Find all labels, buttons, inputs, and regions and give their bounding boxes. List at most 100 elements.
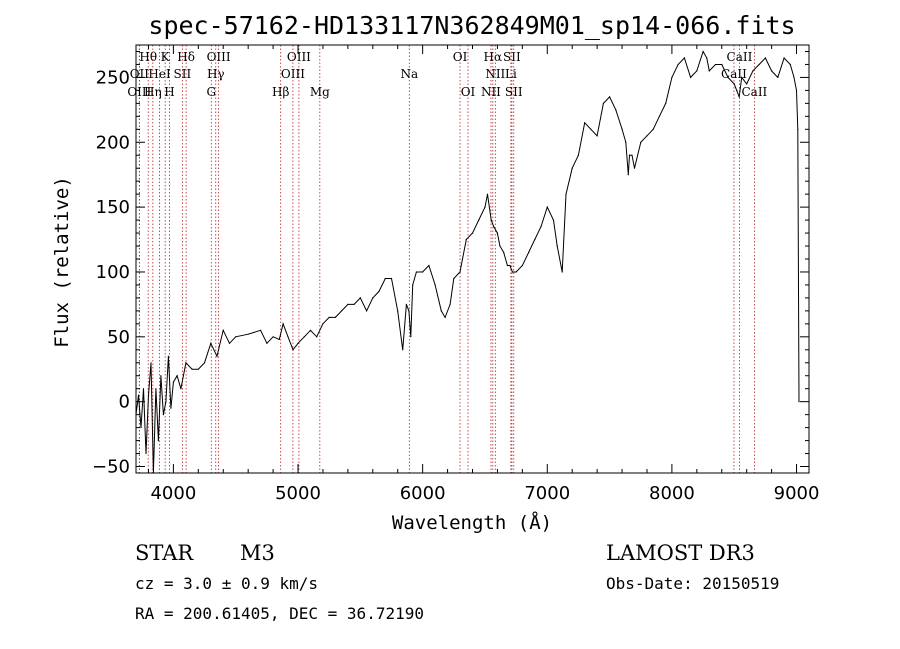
data-point-0-124 — [746, 83, 748, 85]
data-point-0-88 — [561, 271, 563, 273]
data-point-0-89 — [565, 193, 567, 195]
data-point-0-26 — [235, 336, 237, 338]
data-point-0-40 — [328, 316, 330, 318]
data-point-0-52 — [402, 349, 404, 351]
data-point-0-108 — [665, 102, 667, 104]
data-point-0-21 — [203, 362, 206, 364]
data-point-0-104 — [640, 141, 642, 143]
data-point-0-24 — [222, 329, 224, 331]
data-point-0-55 — [410, 336, 412, 338]
data-point-0-77 — [506, 264, 508, 267]
data-point-0-106 — [652, 128, 654, 130]
series-line-0 — [135, 50, 800, 474]
line-label-24: SII — [505, 85, 523, 99]
data-point-0-134 — [797, 128, 799, 130]
data-point-0-92 — [584, 122, 586, 124]
data-point-0-57 — [415, 271, 417, 273]
data-point-0-54 — [408, 310, 410, 312]
data-point-0-34 — [292, 349, 294, 351]
x-tick-label-0: 4000 — [150, 483, 196, 504]
data-point-0-36 — [303, 336, 305, 338]
line-label-19: Hα — [484, 50, 503, 64]
data-point-0-69 — [478, 219, 480, 221]
data-point-0-48 — [378, 290, 380, 292]
line-label-4: HeI — [148, 67, 171, 81]
data-point-0-29 — [266, 342, 268, 344]
line-label-13: OIII — [281, 67, 305, 81]
data-point-0-109 — [671, 76, 673, 78]
y-tick-label-2: 50 — [107, 327, 130, 348]
data-point-0-14 — [170, 407, 172, 409]
data-point-0-3 — [142, 388, 145, 390]
data-point-0-74 — [496, 232, 498, 234]
data-point-0-30 — [272, 336, 274, 338]
data-point-0-81 — [521, 264, 524, 267]
data-point-0-43 — [347, 303, 349, 305]
data-point-0-78 — [509, 264, 511, 267]
data-point-0-46 — [366, 310, 368, 312]
data-point-0-121 — [736, 89, 738, 91]
data-point-0-49 — [384, 277, 386, 280]
data-point-0-32 — [282, 323, 284, 325]
data-point-0-110 — [677, 63, 679, 66]
data-point-0-113 — [696, 70, 698, 72]
data-point-0-10 — [160, 375, 162, 377]
data-point-0-120 — [733, 83, 735, 85]
x-axis-label: Wavelength (Å) — [392, 511, 552, 534]
data-point-0-9 — [157, 440, 159, 442]
data-point-0-79 — [511, 271, 513, 273]
data-point-0-119 — [727, 76, 729, 78]
line-label-0: Hθ — [139, 50, 157, 64]
data-point-0-62 — [444, 316, 446, 318]
data-point-0-125 — [752, 70, 754, 72]
data-point-0-23 — [216, 355, 218, 357]
data-point-0-85 — [546, 206, 548, 208]
data-point-0-20 — [197, 368, 199, 370]
data-point-0-51 — [397, 310, 399, 312]
data-point-0-68 — [471, 232, 474, 234]
data-point-0-83 — [534, 238, 536, 241]
data-point-0-76 — [503, 251, 505, 254]
line-label-12: OIII — [287, 50, 311, 64]
data-point-0-72 — [490, 219, 492, 221]
data-point-0-64 — [453, 277, 455, 280]
data-point-0-8 — [155, 388, 157, 390]
data-point-0-60 — [434, 284, 436, 286]
line-label-3: K — [161, 50, 171, 64]
data-point-0-84 — [540, 226, 542, 228]
data-point-0-86 — [552, 219, 555, 221]
data-point-0-37 — [309, 329, 312, 331]
data-point-0-22 — [210, 342, 212, 344]
data-point-0-63 — [449, 303, 451, 305]
data-point-0-135 — [798, 401, 800, 403]
data-point-0-103 — [633, 167, 636, 169]
line-label-17: OI — [453, 50, 468, 64]
data-point-0-27 — [247, 333, 249, 335]
data-point-0-116 — [708, 70, 710, 72]
data-point-0-70 — [484, 206, 486, 208]
line-label-20: SII — [503, 50, 521, 64]
line-label-15: Mg — [310, 85, 330, 99]
data-point-0-132 — [793, 76, 795, 78]
line-label-22: Li — [505, 67, 517, 81]
line-label-25: CaII — [727, 50, 753, 64]
data-point-0-45 — [359, 297, 361, 299]
line-label-21: NII — [485, 67, 505, 81]
data-point-0-102 — [631, 154, 633, 156]
line-label-5: Hη — [144, 85, 162, 99]
data-point-0-101 — [628, 154, 631, 156]
data-point-0-105 — [646, 135, 648, 137]
coordinates: RA = 200.61405, DEC = 36.72190 — [135, 604, 424, 623]
object-subclass: M3 — [240, 541, 275, 565]
y-tick-label-3: 100 — [96, 262, 130, 283]
x-tick-label-5: 9000 — [774, 483, 820, 504]
data-point-0-130 — [783, 57, 785, 59]
line-label-23: NII — [481, 85, 501, 99]
data-point-0-31 — [278, 338, 280, 340]
observation-date: Obs-Date: 20150519 — [606, 574, 779, 593]
data-point-0-127 — [764, 57, 767, 59]
data-point-0-94 — [596, 135, 598, 137]
y-tick-label-1: 0 — [119, 392, 130, 413]
data-point-0-115 — [706, 57, 708, 59]
